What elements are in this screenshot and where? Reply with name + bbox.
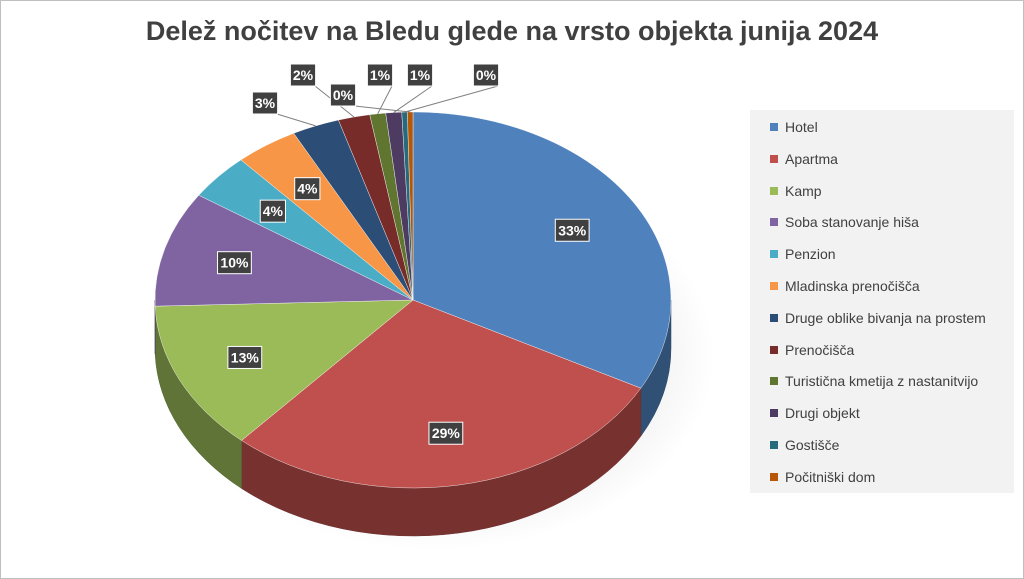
legend-swatch [770,123,778,131]
legend-swatch [770,409,778,418]
legend-label: Drugi objekt [785,405,860,422]
legend-item-drugi-objekt: Drugi objekt [770,403,860,423]
legend-label: Kamp [785,182,822,199]
legend-label: Prenočišča [785,341,855,358]
pie-slice-hotel [412,111,672,389]
legend-label: Gostišče [785,437,840,453]
legend-label: Apartma [785,150,838,167]
svg-text:4%: 4% [263,203,284,219]
legend-swatch [770,250,778,259]
legend-item-kamp: Kamp [770,181,822,201]
chart-title: Delež nočitev na Bledu glede na vrsto ob… [145,16,879,46]
legend-item-soba-stanovanje-hisa: Soba stanovanje hiša [770,212,919,232]
legend-swatch [770,218,778,227]
svg-text:0%: 0% [476,67,497,83]
legend-item-gostisce: Gostišče [770,435,839,455]
legend-item-hotel: Hotel [770,117,818,137]
pie-slice-apartma [241,299,642,489]
data-label-prenocisca: 2% [289,63,317,87]
data-label-penzion: 4% [259,199,286,223]
legend-label: Mladinska prenočišča [785,278,920,294]
svg-text:29%: 29% [432,425,461,441]
legend-label: Soba stanovanje hiša [785,214,919,231]
svg-text:4%: 4% [297,181,318,197]
svg-text:1%: 1% [370,67,391,83]
legend-swatch [770,441,778,449]
data-label-turisticna-kmetija-z-nastanitvijo: 1% [366,63,394,87]
data-label-hotel: 33% [554,218,590,242]
svg-text:10%: 10% [220,255,249,271]
legend-item-prenocisca: Prenočišča [770,340,854,360]
legend-item-mladinska-prenocisca: Mladinska prenočišča [770,276,920,296]
legend-item-turisticna-kmetija-z-nastanitvijo: Turistična kmetija z nastanitvijo [770,371,978,391]
pie-slice-soba-stanovanje-hisa [154,194,414,307]
data-label-drugi-objekt: 1% [406,63,434,87]
legend-item-penzion: Penzion [770,244,836,264]
legend-item-druge-oblike-bivanja-na-prostem: Druge oblike bivanja na prostem [770,308,986,328]
data-label-pocitniski-dom: 0% [329,83,357,107]
legend-item-apartma: Apartma [770,149,838,169]
legend-label: Druge oblike bivanja na prostem [785,309,986,326]
data-label-kamp: 13% [227,345,263,369]
legend-label: Penzion [785,246,836,263]
legend-swatch [770,472,778,481]
legend-swatch [770,377,778,386]
data-label-soba-stanovanje-hisa: 10% [217,251,252,275]
svg-text:13%: 13% [231,349,260,365]
legend-label: Turistična kmetija z nastanitvijo [785,373,979,390]
legend-swatch [770,313,778,322]
leader-line-drugi-objekt [393,85,433,113]
legend-label: Hotel [785,119,818,135]
legend-swatch [770,345,778,354]
svg-text:3%: 3% [255,95,276,111]
leader-line-druge-oblike-bivanja-na-prostem [276,113,316,127]
data-label-gostisce: 0% [472,63,500,87]
legend: Hotel Apartma Kamp Soba stanovanje hiša Penz… [750,110,1014,493]
data-label-apartma: 29% [428,421,464,445]
leader-line-pocitniski-dom [354,105,411,113]
data-label-mladinska-prenocisca: 4% [294,177,321,201]
leader-line-gostisce [404,85,499,113]
legend-swatch [770,282,778,290]
svg-text:2%: 2% [293,67,314,83]
svg-text:1%: 1% [410,67,431,83]
legend-label: Počitniški dom [785,468,876,485]
svg-text:0%: 0% [333,87,354,103]
pie-slice-kamp [154,299,414,441]
svg-text:33%: 33% [558,222,587,238]
legend-item-pocitniski-dom: Počitniški dom [770,467,875,487]
data-label-druge-oblike-bivanja-na-prostem: 3% [251,91,279,115]
legend-swatch [770,186,778,195]
legend-swatch [770,154,778,163]
